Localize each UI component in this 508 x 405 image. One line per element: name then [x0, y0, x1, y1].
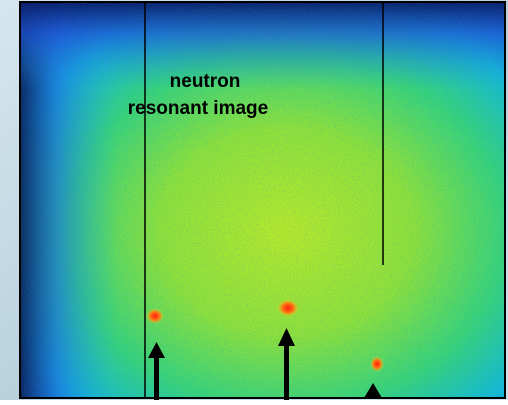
arrow-shaft	[284, 343, 289, 400]
arrow-shaft	[154, 355, 159, 400]
resonance-spot	[277, 299, 299, 317]
resonance-spot	[146, 308, 164, 324]
neutron-image	[20, 2, 505, 398]
resonance-spot	[370, 356, 384, 372]
image-label: neutron	[170, 71, 241, 92]
screenshot: neutron resonant image	[0, 0, 508, 400]
image-label: resonant image	[128, 98, 268, 119]
